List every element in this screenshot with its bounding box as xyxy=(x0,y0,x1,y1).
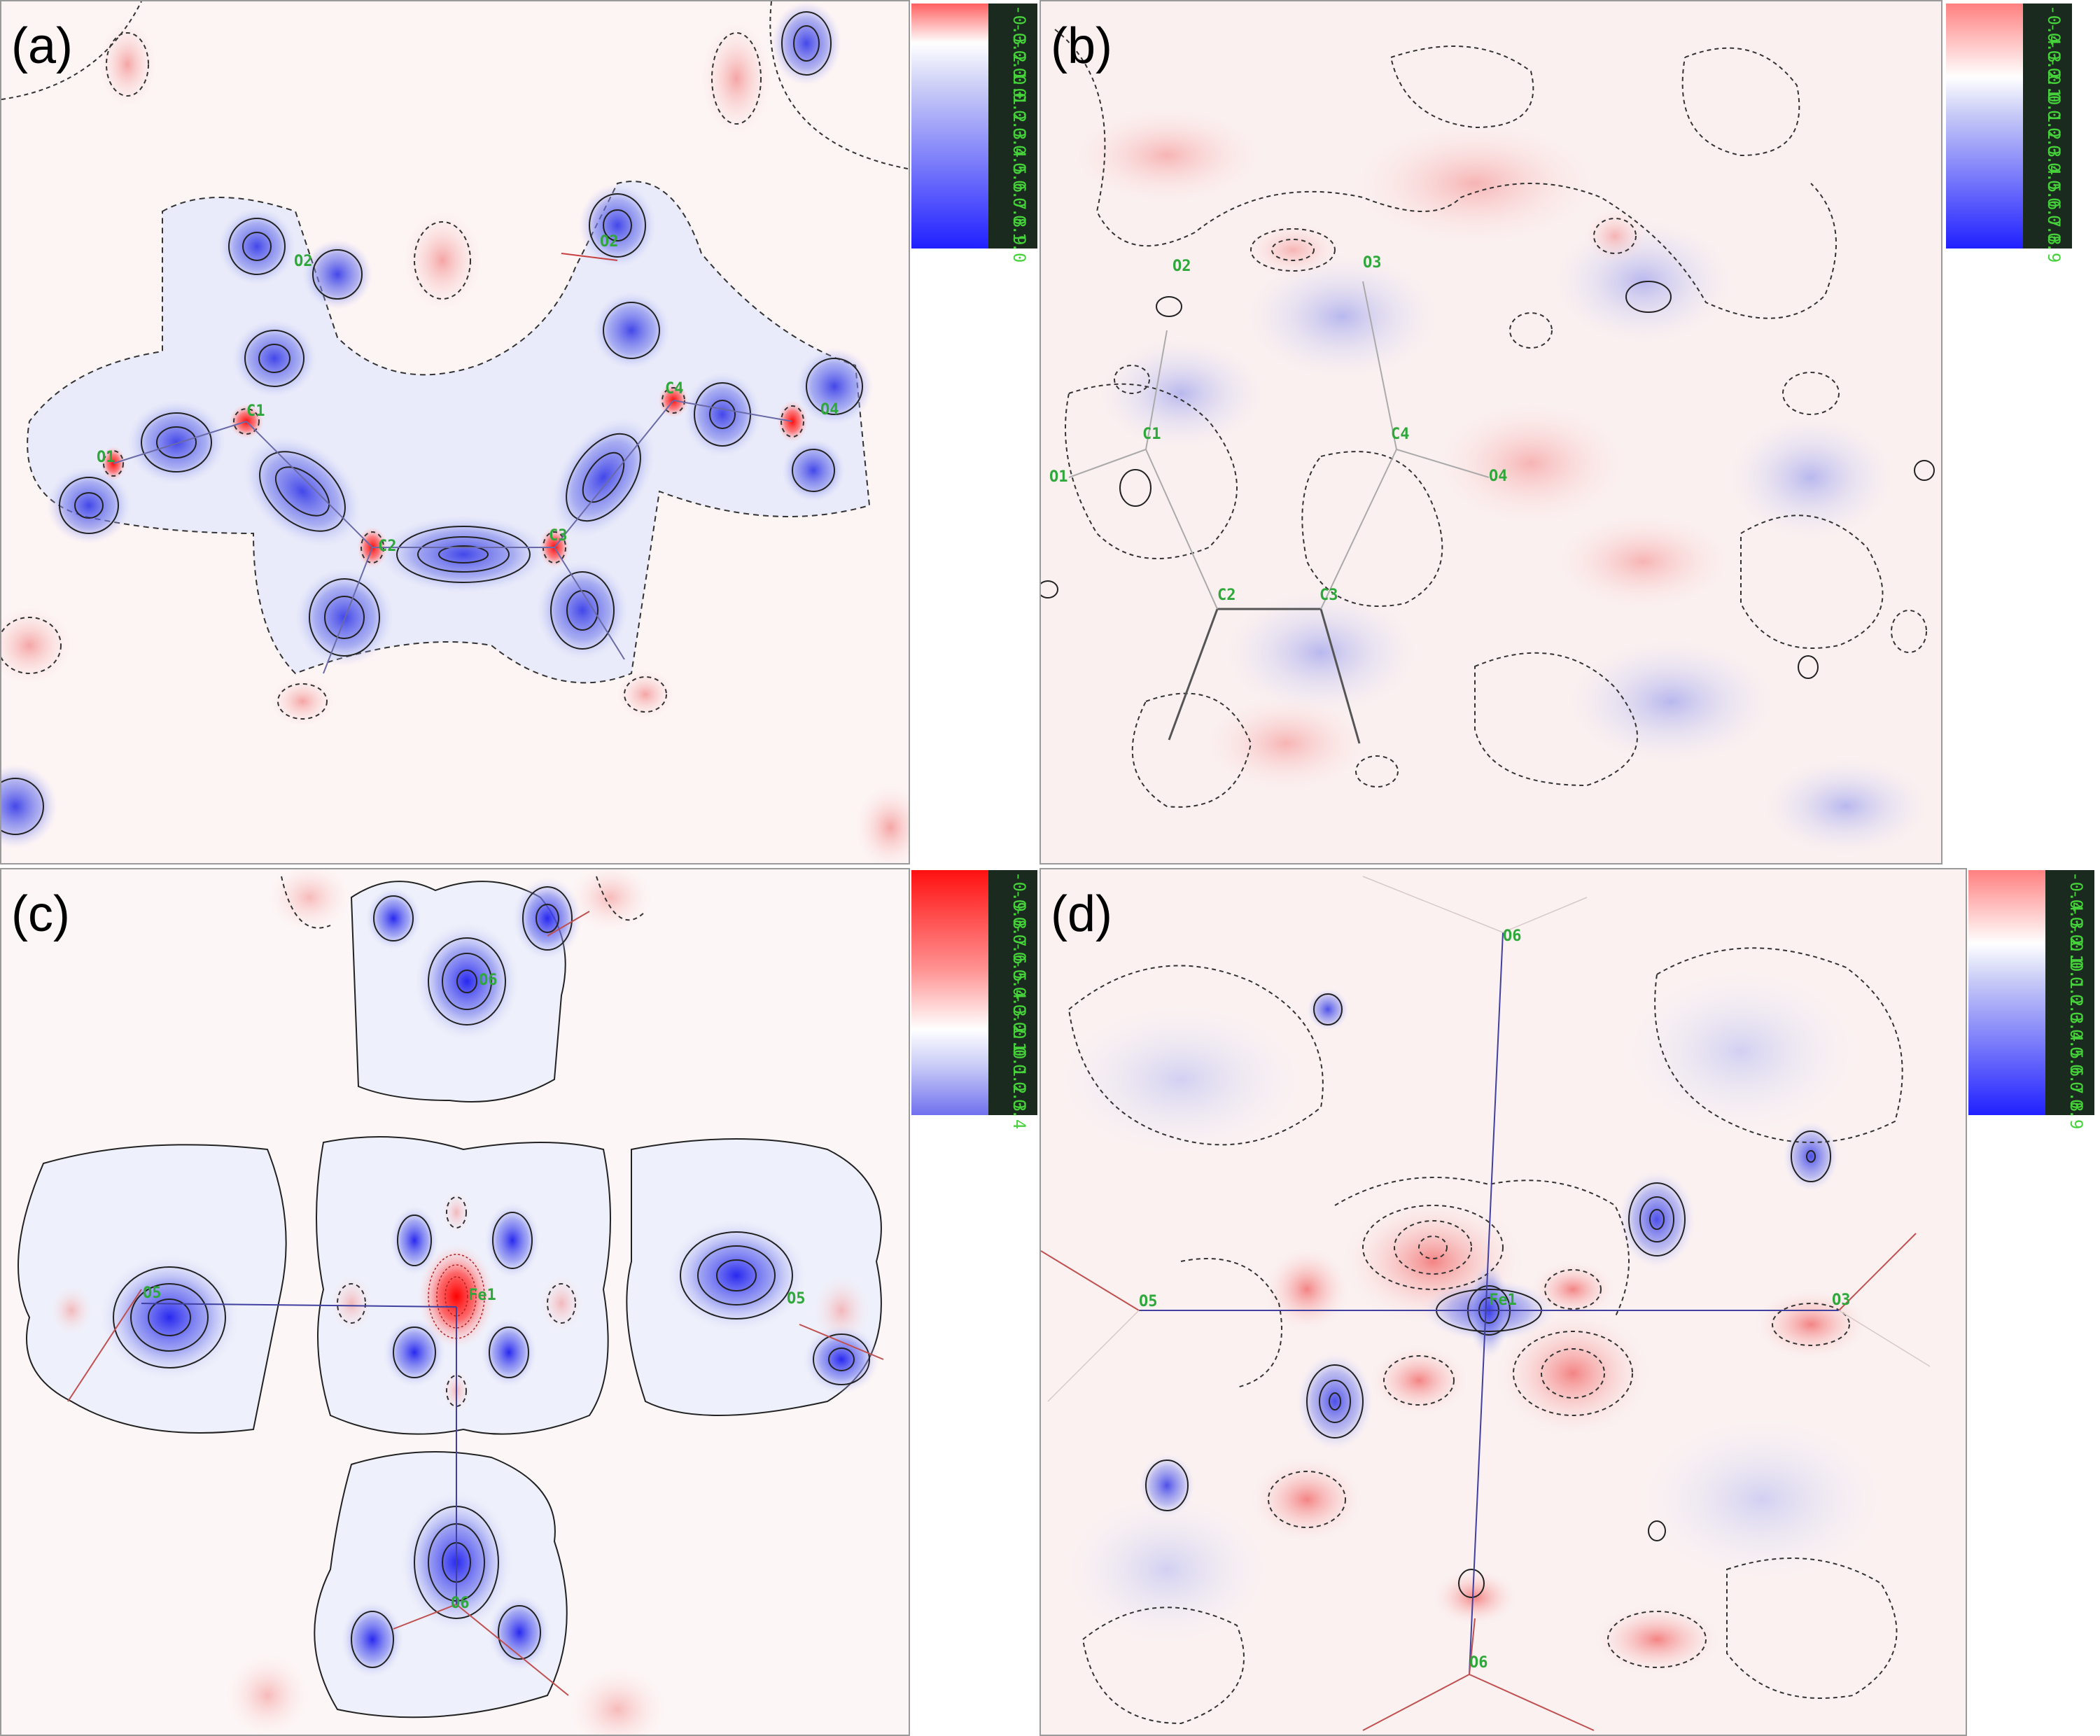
panel-label-a: (a) xyxy=(11,18,73,74)
atom-label-b: C1 xyxy=(1142,426,1161,443)
colorbar-gradient xyxy=(911,870,988,1115)
atom-label-a: C1 xyxy=(246,402,265,420)
panel-label-c: (c) xyxy=(11,886,70,942)
panel-label-b: (b) xyxy=(1051,18,1112,74)
atom-label-b: O2 xyxy=(1172,258,1191,275)
colorbar-gradient xyxy=(1946,4,2023,248)
atom-label-c: Fe1 xyxy=(468,1287,496,1304)
atom-label-c: O6 xyxy=(479,972,498,989)
colorbar-ticks: -0.9 -0.8 -0.7 -0.6 -0.5 -0.4 -0.3 -0.2 -0.1 0.0 0… xyxy=(988,870,1037,1129)
atom-label-b: O1 xyxy=(1049,468,1068,486)
colorbar-ticks: -0.4 -0.3 -0.2 -0.1 0.0 0.1 0.2 0.3 0.4 0.5 0.6 0.7… xyxy=(2045,870,2094,1129)
colorbar-d: -0.4 -0.3 -0.2 -0.1 0.0 0.1 0.2 0.3 0.4 0.5 0.6 0.7… xyxy=(1968,870,2094,1129)
colorbar-tick-label: 0.9 xyxy=(2044,232,2064,263)
atom-label-d: O6 xyxy=(1469,1654,1488,1672)
colorbar-gradient xyxy=(911,4,988,248)
atom-label-a: O1 xyxy=(97,449,115,466)
atom-label-d: O3 xyxy=(1832,1292,1851,1309)
colorbar-tick-label: 1.0 xyxy=(1009,232,1029,263)
atom-label-a: O2 xyxy=(600,233,619,251)
colorbar-tick-label: 0.4 xyxy=(1009,1099,1029,1130)
density-map-b: O2 O3 C1 C4 O1 O4 C2 C3 xyxy=(1041,1,1941,863)
panel-d: O6 O5 Fe1 O3 O6 (d) xyxy=(1040,868,1967,1736)
atom-label-b: C3 xyxy=(1320,587,1338,604)
colorbar-b: -0.4 -0.3 -0.2 -0.1 0.0 0.1 0.2 0.3 0.4 0.5 0.6 0.7… xyxy=(1946,4,2072,262)
colorbar-a: -0.3 -0.2 -0.1 -0.0 0.1 0.2 0.3 0.4 0.5 0.6 0.7 0.8… xyxy=(911,4,1037,262)
atom-label-b: O4 xyxy=(1489,468,1508,485)
atom-label-b: O3 xyxy=(1363,254,1382,272)
atom-label-a: O2 xyxy=(294,253,313,270)
colorbar-c: -0.9 -0.8 -0.7 -0.6 -0.5 -0.4 -0.3 -0.2 -0.1 0.0 0… xyxy=(911,870,1037,1129)
panel-label-d: (d) xyxy=(1051,886,1112,942)
panel-c: O6 O5 Fe1 O5 O6 (c) xyxy=(0,868,910,1736)
atom-label-a: C4 xyxy=(665,380,684,398)
colorbar-gradient xyxy=(1968,870,2045,1115)
atom-label-a: C2 xyxy=(378,538,397,555)
colorbar-tick-label: 0.9 xyxy=(2066,1099,2086,1130)
density-map-d: O6 O5 Fe1 O3 O6 xyxy=(1041,869,1966,1735)
density-map-c: O6 O5 Fe1 O5 O6 xyxy=(1,869,909,1735)
atom-label-c: O5 xyxy=(143,1284,162,1302)
colorbar-ticks: -0.3 -0.2 -0.1 -0.0 0.1 0.2 0.3 0.4 0.5 0.6 0.7 0.8… xyxy=(988,4,1037,262)
atom-label-d: O6 xyxy=(1503,927,1522,945)
density-map-a: O2 O2 C1 O1 C2 C3 C4 O4 xyxy=(1,1,909,863)
atom-label-a: O4 xyxy=(820,401,839,419)
panel-a: O2 O2 C1 O1 C2 C3 C4 O4 (a) xyxy=(0,0,910,864)
atom-label-c: O5 xyxy=(787,1290,806,1308)
colorbar-ticks: -0.4 -0.3 -0.2 -0.1 0.0 0.1 0.2 0.3 0.4 0.5 0.6 0.7… xyxy=(2023,4,2072,262)
atom-label-b: C4 xyxy=(1391,426,1410,443)
atom-label-b: C2 xyxy=(1217,587,1236,604)
panel-b: O2 O3 C1 C4 O1 O4 C2 C3 (b) xyxy=(1040,0,1942,864)
atom-label-d: Fe1 xyxy=(1489,1292,1517,1309)
atom-label-a: C3 xyxy=(549,527,568,545)
atom-label-c: O6 xyxy=(451,1595,470,1612)
atom-label-d: O5 xyxy=(1139,1293,1158,1310)
